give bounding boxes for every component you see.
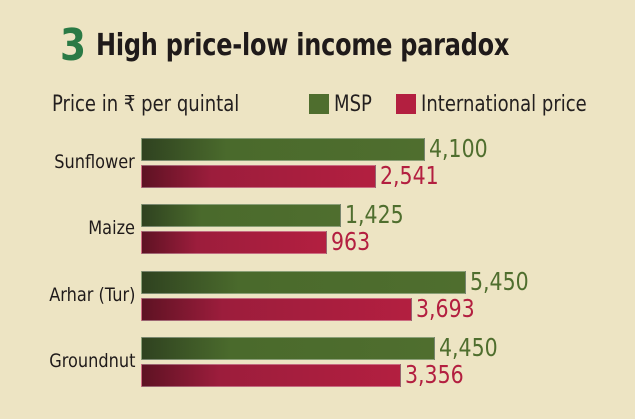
- category-label: Arhar (Tur): [48, 284, 135, 306]
- bar-msp: [141, 138, 425, 161]
- value-label-intl: 963: [330, 227, 371, 256]
- bar-msp: [141, 337, 436, 360]
- value-label-msp: 4,100: [428, 134, 488, 163]
- value-label-intl: 2,541: [380, 161, 439, 190]
- chart-number: 3: [60, 19, 87, 71]
- category-label: Maize: [88, 217, 135, 239]
- chart-title-text: High price-low income paradox: [96, 27, 510, 63]
- value-label-intl: 3,693: [415, 294, 475, 323]
- unit-label: Price in ₹ per quintal: [52, 91, 240, 117]
- value-label-msp: 4,450: [439, 333, 499, 362]
- bar-intl: [141, 165, 377, 188]
- category-label: Sunflower: [54, 151, 135, 173]
- value-label-msp: 5,450: [470, 267, 530, 296]
- legend-swatch-msp: [309, 94, 329, 114]
- bar-msp: [141, 271, 467, 294]
- value-label-msp: 1,425: [345, 200, 405, 229]
- value-label-intl: 3,356: [405, 360, 465, 389]
- legend: Price in ₹ per quintal MSP International…: [52, 88, 623, 120]
- chart-title: 3 High price-low income paradox: [60, 19, 612, 71]
- legend-swatch-international: [396, 94, 416, 114]
- bar-msp: [141, 204, 342, 227]
- bar-intl: [141, 364, 402, 387]
- legend-label-international: International price: [421, 91, 587, 117]
- bar-intl: [141, 231, 327, 254]
- category-label: Groundnut: [48, 350, 135, 372]
- bar-intl: [141, 298, 412, 321]
- legend-label-msp: MSP: [334, 91, 372, 117]
